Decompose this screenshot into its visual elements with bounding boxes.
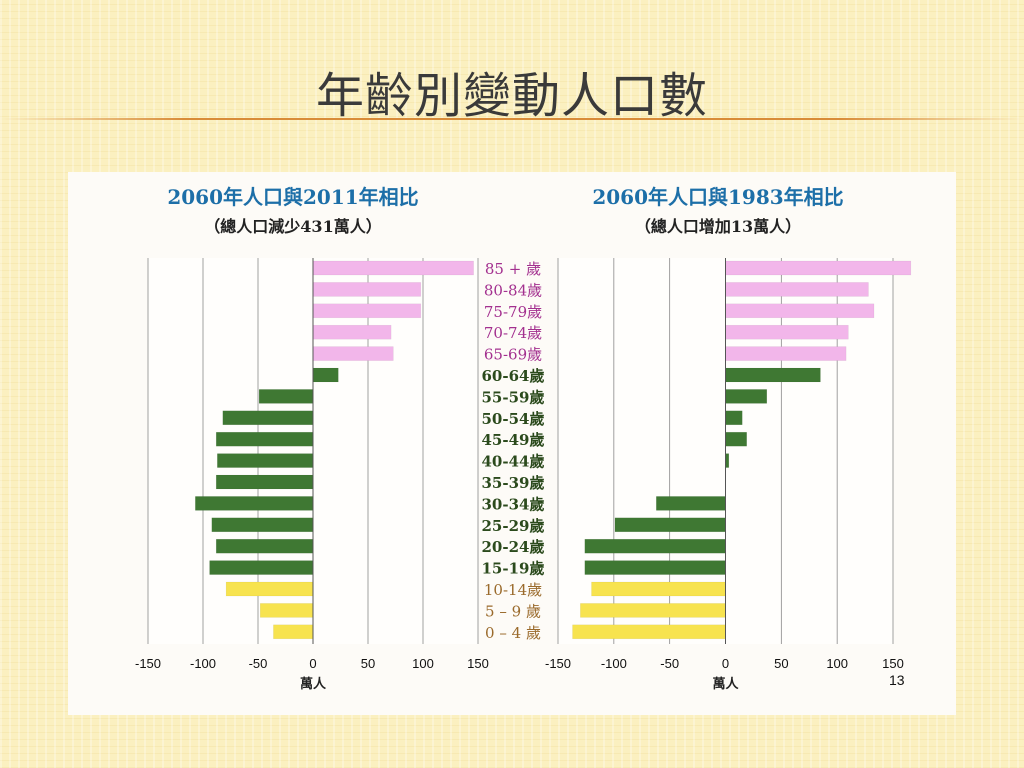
chart1-tick-label: 150 (467, 656, 489, 671)
chart1-tick-label: 0 (309, 656, 316, 671)
age-category-label: 65-69歲 (484, 346, 542, 364)
chart2-bar (725, 453, 730, 468)
age-category-label: 60-64歲 (482, 367, 545, 385)
age-category-label: 35-39歲 (482, 474, 545, 492)
chart2-tick-label: -50 (660, 656, 679, 671)
chart1-tick-label: 50 (361, 656, 375, 671)
chart1-tick-label: -50 (249, 656, 268, 671)
chart1-xlabel: 萬人 (300, 676, 327, 692)
age-category-label: 40-44歲 (482, 453, 545, 471)
chart1-subtitle: （總人口減少431萬人） (204, 217, 381, 236)
age-category-label: 25-29歲 (482, 517, 545, 535)
chart1-bar (312, 282, 422, 297)
chart2-bar (572, 624, 726, 640)
chart2-bar (584, 560, 726, 575)
slide-title: 年齡別變動人口數 (315, 68, 708, 124)
age-category-label: 0 – 4 歲 (485, 624, 541, 642)
chart1-bar (312, 324, 392, 340)
age-category-label: 20-24歲 (482, 538, 545, 556)
chart1-bar (222, 410, 314, 426)
chart1-bar (215, 431, 314, 447)
chart2-subtitle: （總人口增加13萬人） (635, 217, 801, 236)
chart1-tick-label: 100 (412, 656, 434, 671)
chart2-bar (725, 389, 768, 404)
chart-panel: 2060年人口與2011年相比 （總人口減少431萬人） -150 -100 -50 0 5… (68, 172, 956, 715)
age-category-label: 70-74歲 (484, 324, 542, 342)
chart1-bar (195, 496, 314, 511)
chart1-bar (215, 538, 314, 554)
age-category-label: 10-14歲 (484, 581, 542, 599)
chart2-bar (580, 603, 726, 618)
chart2-bar (725, 303, 875, 319)
chart1-tick-label: -150 (135, 656, 161, 671)
chart2-bar (725, 367, 821, 383)
title-underline (0, 118, 1024, 120)
chart2-tick-label: 0 (722, 656, 729, 671)
chart1-title: 2060年人口與2011年相比 (167, 185, 418, 209)
chart2-xlabel: 萬人 (712, 676, 739, 692)
chart2-bar (725, 282, 869, 297)
chart2-title: 2060年人口與1983年相比 (592, 185, 843, 209)
age-category-label: 5 – 9 歲 (485, 602, 541, 620)
chart2-bar (725, 346, 847, 361)
age-category-label: 30-34歲 (482, 495, 545, 513)
age-category-label: 50-54歲 (482, 410, 545, 428)
chart2-tick-label: -150 (545, 656, 571, 671)
chart1-bar (312, 346, 394, 361)
chart1-bar (225, 581, 314, 597)
chart1-bar (259, 603, 314, 618)
age-category-label: 45-49歲 (482, 431, 545, 449)
chart1-bar (209, 560, 314, 575)
chart2-tick-label: 150 (882, 656, 904, 671)
age-category-label: 55-59歲 (482, 388, 545, 406)
age-category-label: 15-19歲 (482, 560, 545, 578)
chart2-bar (725, 410, 743, 426)
age-category-label: 85 + 歲 (485, 260, 541, 278)
page-number: 13 (889, 672, 905, 688)
chart2-bar (614, 517, 726, 533)
chart2-tick-label: 50 (774, 656, 788, 671)
chart2-bar (725, 431, 747, 447)
chart1-bar (312, 303, 422, 319)
chart2-tick-label: -100 (601, 656, 627, 671)
chart1-bar (217, 453, 314, 468)
chart1-bar (312, 367, 339, 383)
chart1-bar (312, 260, 474, 276)
chart1-tick-label: -100 (190, 656, 216, 671)
chart2-bar (591, 581, 726, 597)
age-category-label: 80-84歲 (484, 281, 542, 299)
chart1-bar (258, 389, 314, 404)
chart2-bar (584, 538, 726, 554)
chart1-bar (215, 474, 314, 490)
chart2-bar (725, 260, 912, 276)
chart2-bar (656, 496, 726, 511)
population-change-charts: 2060年人口與2011年相比 （總人口減少431萬人） -150 -100 -50 0 5… (135, 185, 912, 692)
chart2-bar (725, 324, 849, 340)
chart1-bar (211, 517, 314, 533)
age-category-label: 75-79歲 (484, 303, 542, 321)
chart2-tick-label: 100 (826, 656, 848, 671)
chart1-bar (273, 624, 314, 640)
